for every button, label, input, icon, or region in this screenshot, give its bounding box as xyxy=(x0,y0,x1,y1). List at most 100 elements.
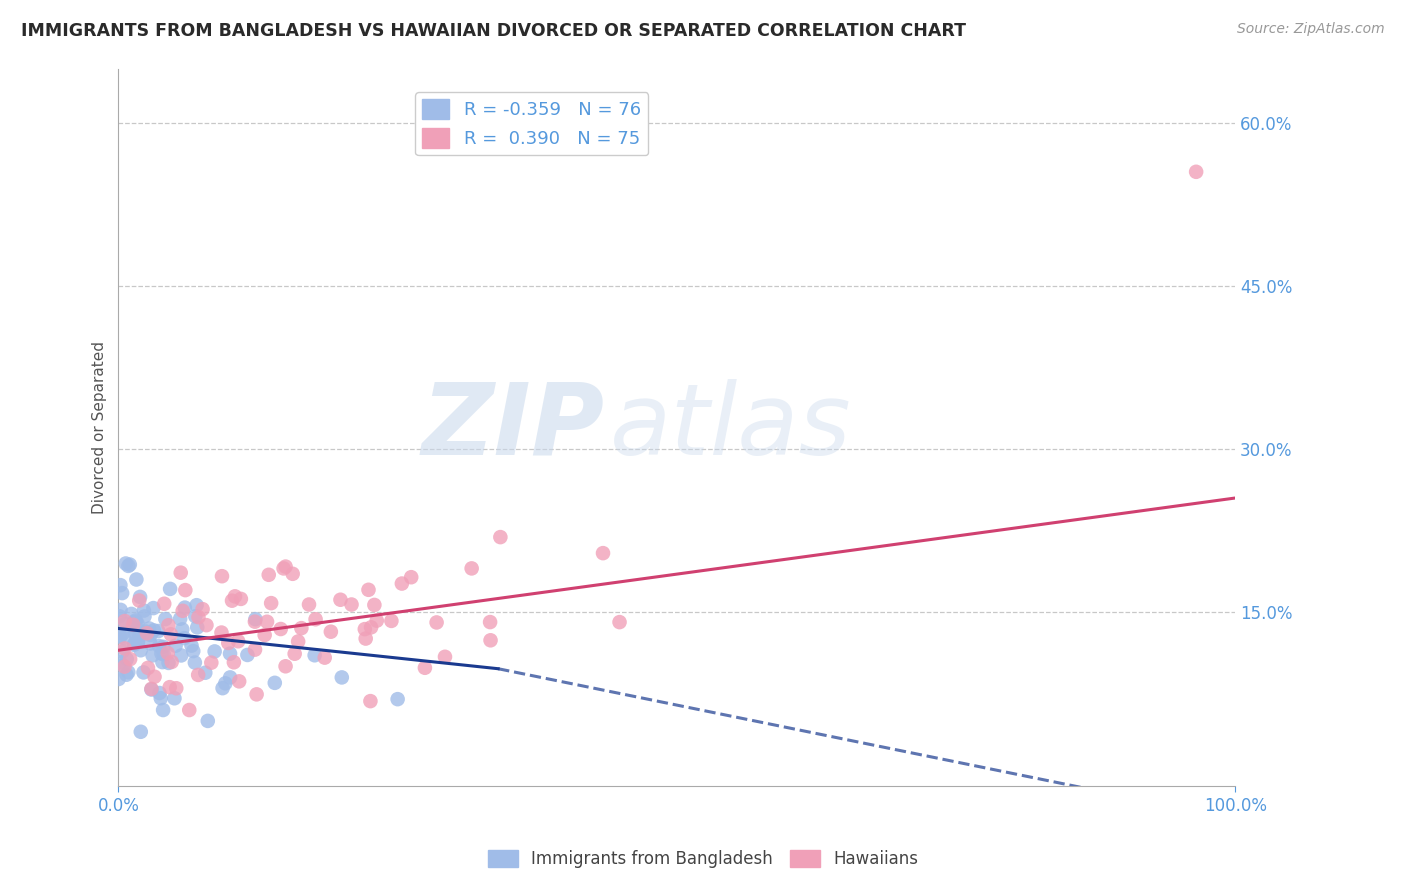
Point xyxy=(135,624,157,639)
Point xyxy=(270,622,292,636)
Text: Source: ZipAtlas.com: Source: ZipAtlas.com xyxy=(1237,22,1385,37)
Point xyxy=(136,626,159,640)
Point xyxy=(195,618,218,632)
Point xyxy=(129,643,152,657)
Point xyxy=(125,619,148,633)
Point xyxy=(211,681,233,695)
Point xyxy=(143,670,166,684)
Point xyxy=(170,648,193,663)
Point xyxy=(186,598,208,612)
Point xyxy=(163,691,186,706)
Point xyxy=(180,639,202,653)
Point xyxy=(181,644,204,658)
Point xyxy=(148,624,170,638)
Point xyxy=(229,591,252,606)
Point xyxy=(165,681,187,696)
Point xyxy=(319,624,342,639)
Point xyxy=(152,647,174,661)
Point xyxy=(1185,165,1208,179)
Point xyxy=(609,615,631,629)
Point xyxy=(117,665,139,680)
Point xyxy=(152,640,174,654)
Point xyxy=(353,622,375,636)
Point xyxy=(217,636,239,650)
Point xyxy=(149,691,172,706)
Point xyxy=(170,566,193,580)
Point xyxy=(187,610,209,624)
Point xyxy=(219,647,242,661)
Text: atlas: atlas xyxy=(610,379,852,475)
Point xyxy=(186,620,208,634)
Point xyxy=(399,570,422,584)
Point xyxy=(172,604,194,618)
Point xyxy=(226,634,249,648)
Point xyxy=(114,641,136,656)
Point xyxy=(132,604,155,618)
Point xyxy=(329,592,352,607)
Point xyxy=(363,598,385,612)
Point xyxy=(129,724,152,739)
Point xyxy=(236,648,259,662)
Point xyxy=(142,624,165,638)
Point xyxy=(108,609,131,624)
Point xyxy=(160,655,183,669)
Point xyxy=(152,703,174,717)
Point xyxy=(219,670,242,684)
Point xyxy=(274,559,297,574)
Point xyxy=(246,687,269,701)
Point xyxy=(148,639,170,653)
Point xyxy=(211,569,233,583)
Point xyxy=(433,649,456,664)
Point xyxy=(340,598,363,612)
Point xyxy=(134,609,156,624)
Point xyxy=(120,652,142,666)
Point xyxy=(253,628,276,642)
Point xyxy=(110,603,132,617)
Point xyxy=(114,557,136,571)
Point xyxy=(592,546,614,560)
Point xyxy=(122,615,145,629)
Point xyxy=(360,620,382,634)
Point xyxy=(157,618,180,632)
Point xyxy=(228,674,250,689)
Point xyxy=(172,623,194,637)
Point xyxy=(257,567,280,582)
Point xyxy=(141,681,163,696)
Text: IMMIGRANTS FROM BANGLADESH VS HAWAIIAN DIVORCED OR SEPARATED CORRELATION CHART: IMMIGRANTS FROM BANGLADESH VS HAWAIIAN D… xyxy=(21,22,966,40)
Point xyxy=(122,638,145,652)
Point xyxy=(159,680,181,694)
Legend: R = -0.359   N = 76, R =  0.390   N = 75: R = -0.359 N = 76, R = 0.390 N = 75 xyxy=(415,92,648,155)
Point xyxy=(274,659,297,673)
Point xyxy=(150,647,173,661)
Point xyxy=(191,602,214,616)
Point xyxy=(129,590,152,604)
Point xyxy=(124,627,146,641)
Point xyxy=(127,635,149,649)
Point xyxy=(460,561,482,575)
Point xyxy=(132,665,155,680)
Point xyxy=(204,644,226,658)
Point xyxy=(127,632,149,647)
Point xyxy=(142,648,165,663)
Point xyxy=(330,670,353,684)
Point xyxy=(200,656,222,670)
Point xyxy=(224,590,246,604)
Point xyxy=(122,617,145,632)
Point xyxy=(114,659,136,673)
Point xyxy=(184,609,207,624)
Point xyxy=(179,703,201,717)
Point xyxy=(124,637,146,651)
Point xyxy=(173,600,195,615)
Point xyxy=(115,652,138,666)
Point xyxy=(117,558,139,573)
Point xyxy=(413,661,436,675)
Point xyxy=(128,593,150,607)
Point xyxy=(184,656,207,670)
Point xyxy=(479,615,502,629)
Point xyxy=(127,616,149,631)
Point xyxy=(221,593,243,607)
Point xyxy=(174,583,197,598)
Point xyxy=(284,647,307,661)
Point xyxy=(479,633,502,648)
Point xyxy=(298,598,321,612)
